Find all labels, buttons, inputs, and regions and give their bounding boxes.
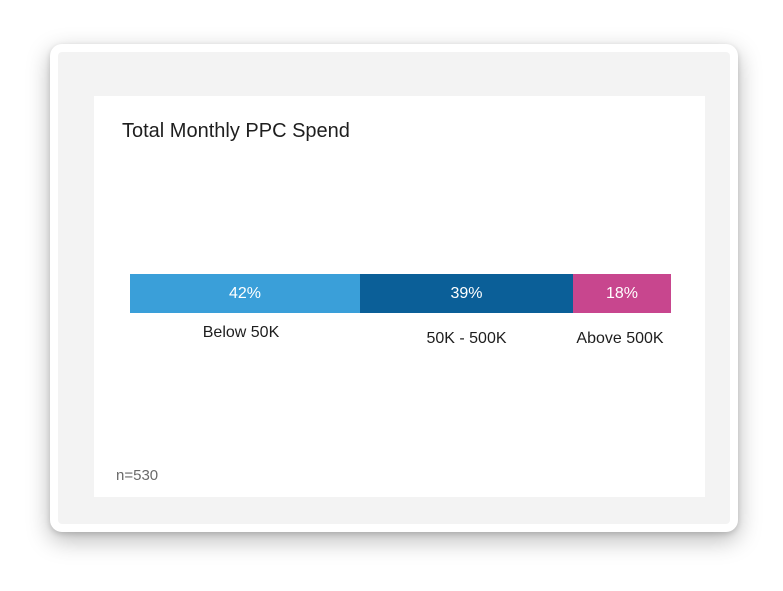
chart-card: Total Monthly PPC Spend 42% 39% 18% Below … [94,96,705,497]
stacked-bar: 42% 39% 18% [130,274,671,313]
chart-frame: Total Monthly PPC Spend 42% 39% 18% Below … [50,44,738,532]
bar-segment-1: 42% [130,274,360,313]
value-label: 39% [450,285,483,302]
value-label: 18% [605,285,639,302]
value-label: 42% [228,285,262,302]
chart-title: Total Monthly PPC Spend [122,120,350,142]
category-label: Above 500K [576,330,664,347]
category-label: Below 50K [202,324,280,341]
sample-size-note: n=530 [116,467,159,484]
chart-frame-inset: Total Monthly PPC Spend 42% 39% 18% Below … [58,52,730,524]
category-label: 50K - 500K [426,330,507,347]
bar-segment-2: 39% [360,274,573,313]
bar-segment-3: 18% [573,274,671,313]
